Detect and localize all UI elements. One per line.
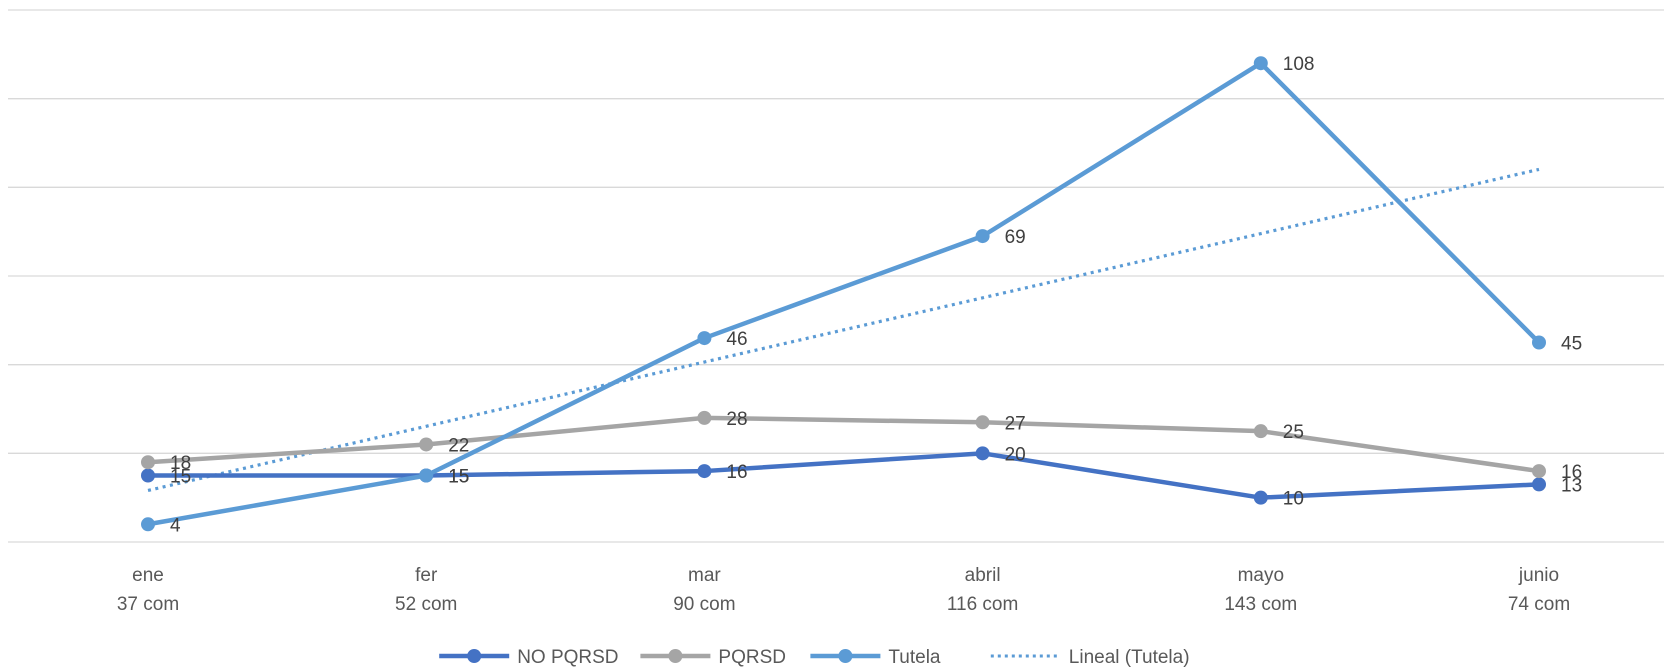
data-point-tutela <box>419 468 434 483</box>
data-label-tutela: 4 <box>170 515 181 536</box>
data-label-tutela: 108 <box>1283 54 1315 75</box>
data-label-pqrsd: 16 <box>1561 462 1582 483</box>
legend-label-pqrsd: PQRSD <box>718 647 786 668</box>
data-point-tutela <box>1253 56 1268 71</box>
data-label-no-pqrsd: 20 <box>1005 444 1026 465</box>
x-tick-sublabel: 90 com <box>673 594 735 615</box>
legend-marker-tutela <box>838 649 853 663</box>
data-label-tutela: 46 <box>726 329 747 350</box>
trendline-layer <box>147 167 1540 493</box>
series-layer <box>141 56 1546 532</box>
data-label-pqrsd: 25 <box>1283 422 1304 443</box>
series-line-tutela <box>147 60 1541 527</box>
data-point-tutela <box>1532 335 1546 350</box>
data-label-no-pqrsd: 10 <box>1283 489 1304 510</box>
data-point-tutela <box>697 331 712 346</box>
data-point-tutela <box>975 229 990 244</box>
x-tick-label: ene <box>132 565 164 586</box>
x-tick-sublabel: 116 com <box>947 594 1018 615</box>
data-point-no-pqrsd <box>975 446 990 461</box>
data-label-pqrsd: 28 <box>726 409 747 430</box>
legend-label-tutela: Tutela <box>888 647 941 668</box>
data-label-tutela: 15 <box>448 467 469 488</box>
x-tick-sublabel: 52 com <box>395 594 457 615</box>
series-line-pqrsd <box>147 415 1540 474</box>
data-label-pqrsd: 27 <box>1005 413 1026 434</box>
data-point-pqrsd <box>141 455 155 470</box>
x-tick-label: mayo <box>1238 565 1284 586</box>
data-label-pqrsd: 18 <box>170 453 191 474</box>
x-tick-sublabel: 143 com <box>1224 594 1297 615</box>
x-tick-sublabel: 74 com <box>1508 594 1570 615</box>
data-point-pqrsd <box>1532 464 1546 479</box>
data-point-pqrsd <box>697 410 712 425</box>
x-tick-label: junio <box>1518 565 1559 586</box>
data-label-pqrsd: 22 <box>448 435 469 456</box>
legend-marker-pqrsd <box>668 649 683 663</box>
trendline-tutela <box>147 167 1540 493</box>
x-tick-sublabel: 37 com <box>117 594 179 615</box>
data-label-no-pqrsd: 15 <box>170 467 191 488</box>
legend-label-lineal-tutela: Lineal (Tutela) <box>1069 647 1190 668</box>
x-tick-label: mar <box>688 565 721 586</box>
legend-label-no-pqrsd: NO PQRSD <box>517 647 618 668</box>
data-label-tutela: 69 <box>1005 227 1026 248</box>
data-point-no-pqrsd <box>1253 490 1268 505</box>
data-point-pqrsd <box>975 415 990 430</box>
data-point-no-pqrsd <box>141 468 155 483</box>
x-tick-label: abril <box>965 565 1001 586</box>
data-point-pqrsd <box>1253 424 1268 439</box>
x-tick-label: fer <box>415 565 438 586</box>
data-point-no-pqrsd <box>697 464 712 479</box>
data-label-tutela: 45 <box>1561 334 1582 355</box>
data-label-no-pqrsd: 13 <box>1561 475 1582 496</box>
x-axis-ticks: ene 37 com fer 52 com mar 90 com abril 116 com m… <box>117 565 1570 615</box>
legend-marker-no-pqrsd <box>467 649 482 663</box>
data-label-no-pqrsd: 16 <box>726 462 747 483</box>
data-point-pqrsd <box>419 437 434 452</box>
series-line-no-pqrsd <box>148 451 1540 500</box>
legend: NO PQRSD PQRSD Tutela Lineal (Tutela) <box>439 647 1190 668</box>
data-point-tutela <box>141 517 155 532</box>
data-point-no-pqrsd <box>1532 477 1546 492</box>
data-label-no-pqrsd: 15 <box>448 467 469 488</box>
